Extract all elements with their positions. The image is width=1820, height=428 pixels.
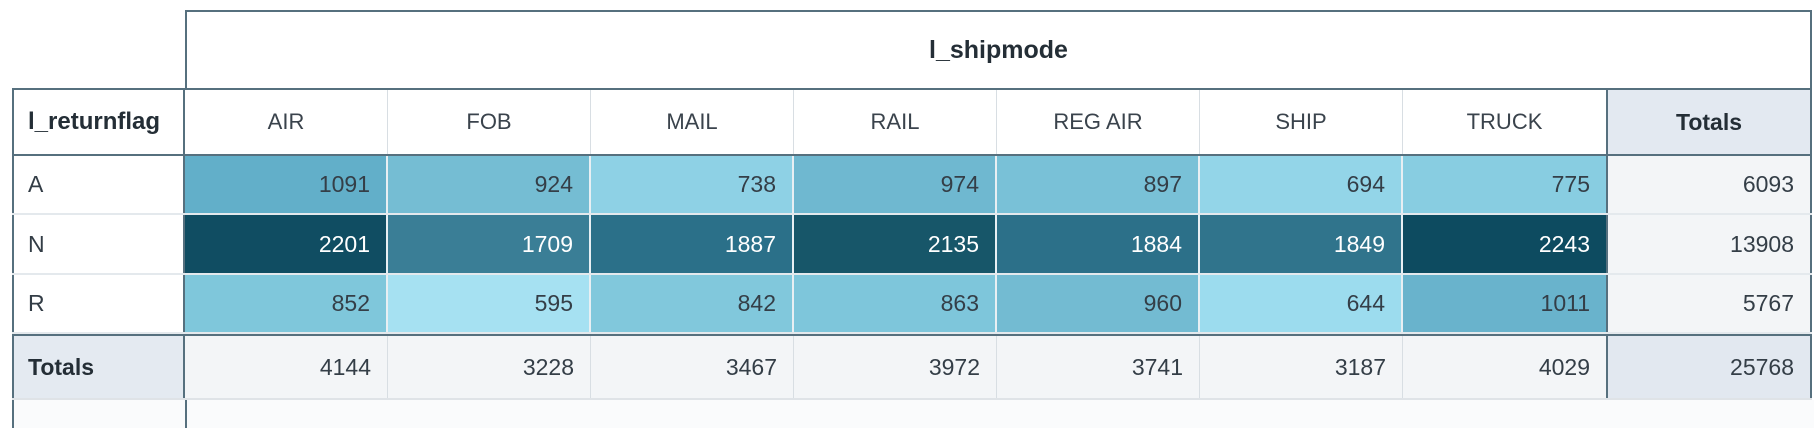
heat-cell[interactable]: 2243 <box>1403 215 1606 273</box>
col-header-air[interactable]: AIR <box>185 90 388 154</box>
table-row-r: R 852 595 842 863 960 644 1011 5767 <box>12 275 1812 334</box>
empty-footer-body <box>187 400 1814 428</box>
row-total-cell[interactable]: 13908 <box>1606 215 1812 273</box>
heat-cell[interactable]: 738 <box>591 156 794 213</box>
heat-cell[interactable]: 2201 <box>185 215 388 273</box>
table-row-a: A 1091 924 738 974 897 694 775 6093 <box>12 156 1812 215</box>
col-header-rail[interactable]: RAIL <box>794 90 997 154</box>
col-total-cell[interactable]: 3972 <box>794 336 997 398</box>
heat-cell[interactable]: 960 <box>997 275 1200 332</box>
row-label[interactable]: R <box>12 275 185 332</box>
heat-cell[interactable]: 1884 <box>997 215 1200 273</box>
totals-row-label: Totals <box>12 336 185 398</box>
heat-cell[interactable]: 863 <box>794 275 997 332</box>
heat-cell[interactable]: 842 <box>591 275 794 332</box>
empty-footer-row <box>12 400 1814 428</box>
heat-cell[interactable]: 775 <box>1403 156 1606 213</box>
col-header-truck[interactable]: TRUCK <box>1403 90 1606 154</box>
corner-spacer <box>12 10 185 88</box>
heat-cell[interactable]: 974 <box>794 156 997 213</box>
col-total-cell[interactable]: 3467 <box>591 336 794 398</box>
col-header-totals[interactable]: Totals <box>1606 90 1812 154</box>
col-total-cell[interactable]: 4144 <box>185 336 388 398</box>
col-header-mail[interactable]: MAIL <box>591 90 794 154</box>
col-header-reg-air[interactable]: REG AIR <box>997 90 1200 154</box>
column-dimension-title: l_shipmode <box>185 10 1812 88</box>
grand-total-cell[interactable]: 25768 <box>1606 336 1812 398</box>
heat-cell[interactable]: 694 <box>1200 156 1403 213</box>
header-row: l_returnflag AIR FOB MAIL RAIL REG AIR S… <box>12 88 1812 156</box>
col-header-fob[interactable]: FOB <box>388 90 591 154</box>
pivot-table: l_shipmode l_returnflag AIR FOB MAIL RAI… <box>12 10 1814 428</box>
heat-cell[interactable]: 924 <box>388 156 591 213</box>
row-total-cell[interactable]: 5767 <box>1606 275 1812 332</box>
heat-cell[interactable]: 1709 <box>388 215 591 273</box>
heat-cell[interactable]: 852 <box>185 275 388 332</box>
col-total-cell[interactable]: 3741 <box>997 336 1200 398</box>
empty-footer-label-cell <box>14 400 187 428</box>
heat-cell[interactable]: 2135 <box>794 215 997 273</box>
heat-cell[interactable]: 1849 <box>1200 215 1403 273</box>
row-label[interactable]: A <box>12 156 185 213</box>
totals-row: Totals 4144 3228 3467 3972 3741 3187 402… <box>12 334 1812 400</box>
heat-cell[interactable]: 1887 <box>591 215 794 273</box>
col-header-ship[interactable]: SHIP <box>1200 90 1403 154</box>
row-total-cell[interactable]: 6093 <box>1606 156 1812 213</box>
col-total-cell[interactable]: 3228 <box>388 336 591 398</box>
column-dimension-band: l_shipmode <box>12 10 1812 88</box>
heat-cell[interactable]: 1091 <box>185 156 388 213</box>
row-label[interactable]: N <box>12 215 185 273</box>
heat-cell[interactable]: 644 <box>1200 275 1403 332</box>
col-total-cell[interactable]: 3187 <box>1200 336 1403 398</box>
table-row-n: N 2201 1709 1887 2135 1884 1849 2243 139… <box>12 215 1812 275</box>
heat-cell[interactable]: 897 <box>997 156 1200 213</box>
heat-cell[interactable]: 1011 <box>1403 275 1606 332</box>
col-total-cell[interactable]: 4029 <box>1403 336 1606 398</box>
row-dimension-title: l_returnflag <box>12 90 185 154</box>
heat-cell[interactable]: 595 <box>388 275 591 332</box>
